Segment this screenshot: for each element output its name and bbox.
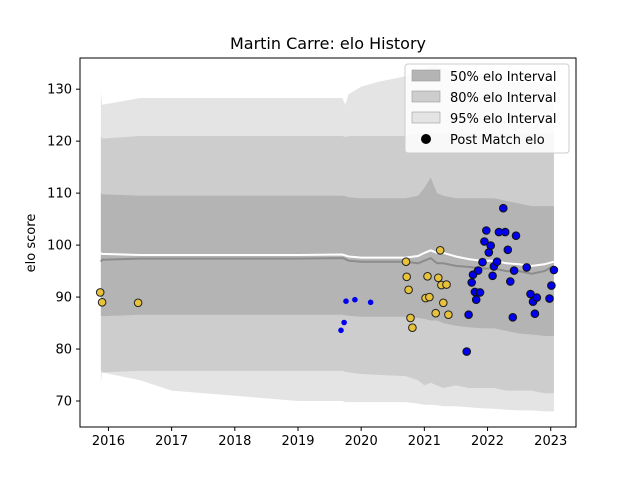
y-tick-label: 90 (55, 291, 72, 306)
post-match-point (522, 263, 532, 272)
legend-label: 80% elo Interval (450, 91, 557, 106)
post-match-point (439, 298, 448, 308)
axes-frame (79, 57, 577, 428)
post-match-point (506, 277, 515, 286)
post-match-point (480, 237, 489, 246)
y-tick-label: 110 (47, 187, 72, 202)
post-match-point (475, 288, 485, 297)
legend-label: Post Match elo (450, 133, 545, 148)
y-tick-label: 70 (55, 395, 72, 410)
post-match-point (404, 285, 413, 295)
legend-swatch (411, 69, 441, 82)
x-tick-label: 2022 (471, 434, 504, 449)
post-match-point (401, 257, 411, 267)
post-match-point (338, 327, 344, 334)
y-tick-label: 80 (55, 343, 72, 358)
post-match-point (545, 294, 554, 303)
post-match-point (478, 257, 487, 267)
y-axis-label: elo score (24, 214, 39, 273)
legend-swatch (411, 90, 441, 103)
post-match-point (406, 313, 415, 323)
post-match-point (547, 281, 556, 290)
post-match-point (508, 313, 518, 322)
legend-label: 95% elo Interval (450, 112, 557, 127)
post-match-point (95, 288, 105, 297)
post-match-point (435, 246, 445, 255)
post-match-point (352, 296, 358, 303)
post-match-point (423, 272, 432, 281)
post-match-point (444, 310, 453, 320)
band-50-interval (100, 177, 554, 336)
x-tick-label: 2017 (155, 434, 188, 449)
post-match-point (549, 265, 559, 275)
post-match-point (530, 309, 540, 319)
x-tick-label: 2023 (534, 434, 567, 449)
post-match-point (442, 280, 451, 289)
legend-marker (421, 134, 431, 144)
post-match-point (425, 292, 434, 302)
post-match-point (488, 271, 497, 281)
post-match-point (503, 245, 513, 255)
post-match-point (532, 293, 542, 302)
legend-label: 50% elo Interval (450, 70, 557, 85)
x-tick-label: 2021 (408, 434, 441, 449)
post-match-point (343, 298, 349, 305)
post-match-point (408, 323, 417, 333)
post-match-point (97, 298, 107, 307)
post-match-point (471, 295, 481, 305)
x-tick-label: 2020 (345, 434, 378, 449)
post-match-point (431, 308, 441, 318)
y-tick-label: 100 (47, 239, 72, 254)
y-tick-label: 120 (47, 135, 72, 150)
post-match-point (367, 299, 374, 306)
post-match-point (526, 289, 535, 299)
post-match-point (492, 257, 502, 267)
post-match-point (341, 319, 347, 326)
post-match-point (511, 231, 521, 240)
legend-box (404, 63, 570, 154)
legend: 50% elo Interval 80% elo Interval 95% elo … (404, 63, 570, 154)
mean-elo-line (100, 249, 555, 267)
post-match-point (402, 272, 412, 282)
chart-title: Martin Carre: elo History (230, 34, 426, 53)
post-match-point (462, 347, 472, 356)
x-tick-label: 2019 (281, 434, 314, 449)
x-tick-label: 2018 (218, 434, 251, 449)
post-match-point (500, 227, 510, 237)
post-match-point (434, 273, 443, 283)
y-tick-label: 130 (47, 83, 72, 98)
axes: 2016 2017 2018 2019 2020 2021 2022 2023 70 80 90 10… (47, 57, 577, 449)
median-elo-line (100, 256, 555, 275)
post-match-point (499, 203, 508, 213)
post-match-point (473, 266, 483, 275)
x-tick-label: 2016 (92, 434, 125, 449)
post-match-point (464, 310, 473, 320)
post-match-point (467, 278, 477, 287)
post-match-point (482, 226, 491, 235)
post-match-point (133, 298, 143, 308)
post-match-point (486, 241, 496, 250)
post-match-point (509, 266, 519, 275)
legend-swatch (411, 111, 441, 124)
